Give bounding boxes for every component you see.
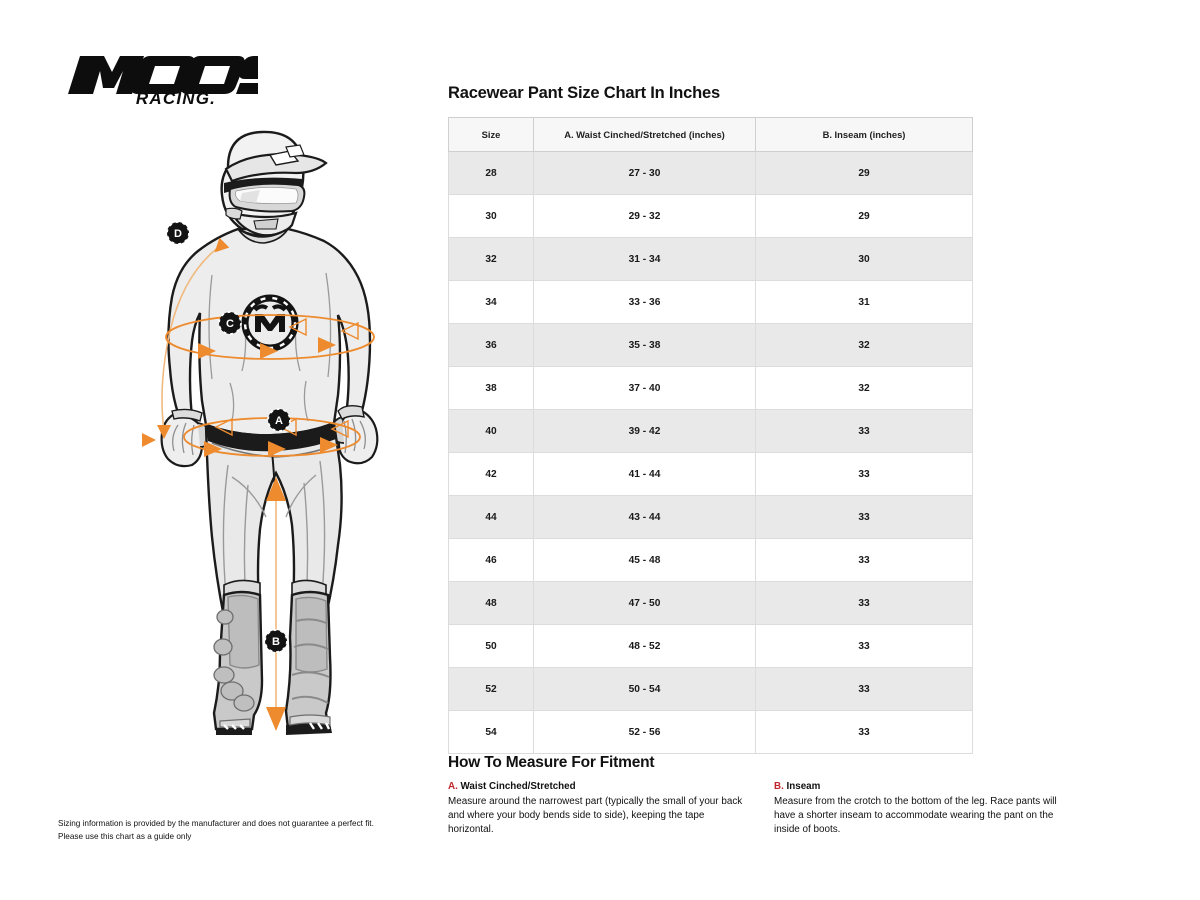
cell-waist: 50 - 54 bbox=[533, 667, 756, 711]
how-to-measure-title: How To Measure For Fitment bbox=[448, 754, 655, 771]
disclaimer-text: Sizing information is provided by the ma… bbox=[58, 818, 438, 843]
cell-size: 38 bbox=[448, 366, 534, 410]
cell-inseam: 33 bbox=[755, 581, 973, 625]
size-chart-table: Size A. Waist Cinched/Stretched (inches)… bbox=[448, 117, 973, 754]
how-to-heading-text-a: Waist Cinched/Stretched bbox=[460, 781, 576, 792]
cell-waist: 43 - 44 bbox=[533, 495, 756, 539]
cell-inseam: 29 bbox=[755, 194, 973, 238]
table-row: 34 33 - 36 31 bbox=[448, 280, 973, 324]
cell-waist: 48 - 52 bbox=[533, 624, 756, 668]
logo-racing-text: RACING. bbox=[136, 89, 216, 106]
cell-size: 54 bbox=[448, 710, 534, 754]
cell-waist: 35 - 38 bbox=[533, 323, 756, 367]
cell-size: 42 bbox=[448, 452, 534, 496]
table-row: 48 47 - 50 33 bbox=[448, 581, 973, 625]
disclaimer-line-2: Please use this chart as a guide only bbox=[58, 831, 192, 841]
measure-line-a bbox=[183, 417, 361, 457]
table-row: 52 50 - 54 33 bbox=[448, 667, 973, 711]
table-row: 50 48 - 52 33 bbox=[448, 624, 973, 668]
cell-waist: 39 - 42 bbox=[533, 409, 756, 453]
cell-inseam: 29 bbox=[755, 151, 973, 195]
cell-inseam: 32 bbox=[755, 323, 973, 367]
cell-inseam: 33 bbox=[755, 667, 973, 711]
table-header-row: Size A. Waist Cinched/Stretched (inches)… bbox=[448, 117, 973, 152]
marker-label-d: D bbox=[174, 228, 182, 240]
cell-inseam: 33 bbox=[755, 538, 973, 582]
table-row: 40 39 - 42 33 bbox=[448, 409, 973, 453]
table-row: 30 29 - 32 29 bbox=[448, 194, 973, 238]
measure-line-b bbox=[266, 477, 286, 731]
table-row: 54 52 - 56 33 bbox=[448, 710, 973, 754]
table-row: 28 27 - 30 29 bbox=[448, 151, 973, 195]
boot-right bbox=[284, 590, 332, 735]
column-header-waist: A. Waist Cinched/Stretched (inches) bbox=[533, 117, 756, 152]
cell-size: 52 bbox=[448, 667, 534, 711]
glove-left bbox=[160, 408, 211, 468]
column-header-size: Size bbox=[448, 117, 534, 152]
cell-inseam: 30 bbox=[755, 237, 973, 281]
moose-racing-logo: RACING. bbox=[58, 38, 350, 108]
table-row: 38 37 - 40 32 bbox=[448, 366, 973, 410]
table-body: 28 27 - 30 29 30 29 - 32 29 32 31 - 34 30 34 33 - … bbox=[448, 151, 973, 754]
marker-label-c: C bbox=[226, 318, 234, 330]
boot-left bbox=[212, 590, 264, 735]
cell-inseam: 33 bbox=[755, 452, 973, 496]
how-to-letter-a: A. bbox=[448, 781, 458, 792]
how-to-measure-section: How To Measure For Fitment A. Waist Cinc… bbox=[448, 754, 1088, 837]
cell-inseam: 32 bbox=[755, 366, 973, 410]
cell-waist: 37 - 40 bbox=[533, 366, 756, 410]
cell-waist: 29 - 32 bbox=[533, 194, 756, 238]
marker-badge-a: A bbox=[267, 408, 291, 432]
column-header-inseam: B. Inseam (inches) bbox=[755, 117, 973, 152]
cell-size: 44 bbox=[448, 495, 534, 539]
measure-line-c bbox=[165, 314, 375, 360]
how-to-heading-b: B. Inseam bbox=[774, 781, 1074, 794]
table-row: 42 41 - 44 33 bbox=[448, 452, 973, 496]
disclaimer-line-1: Sizing information is provided by the ma… bbox=[58, 819, 374, 828]
how-to-body-a: Measure around the narrowest part (typic… bbox=[448, 795, 743, 835]
table-row: 36 35 - 38 32 bbox=[448, 323, 973, 367]
cell-inseam: 33 bbox=[755, 710, 973, 754]
marker-label-b: B bbox=[272, 636, 280, 648]
rider-body-shape bbox=[160, 130, 379, 735]
table-row: 32 31 - 34 30 bbox=[448, 237, 973, 281]
cell-size: 28 bbox=[448, 151, 534, 195]
cell-inseam: 31 bbox=[755, 280, 973, 324]
cell-waist: 33 - 36 bbox=[533, 280, 756, 324]
marker-badge-b: B bbox=[264, 629, 288, 653]
cell-inseam: 33 bbox=[755, 624, 973, 668]
cell-waist: 47 - 50 bbox=[533, 581, 756, 625]
how-to-letter-b: B. bbox=[774, 781, 784, 792]
cell-size: 48 bbox=[448, 581, 534, 625]
table-row: 46 45 - 48 33 bbox=[448, 538, 973, 582]
how-to-heading-a: A. Waist Cinched/Stretched bbox=[448, 781, 748, 794]
marker-label-a: A bbox=[275, 415, 283, 427]
cell-waist: 52 - 56 bbox=[533, 710, 756, 754]
cell-waist: 27 - 30 bbox=[533, 151, 756, 195]
rider-diagram: D C A B bbox=[120, 125, 420, 740]
cell-size: 30 bbox=[448, 194, 534, 238]
cell-waist: 31 - 34 bbox=[533, 237, 756, 281]
cell-size: 40 bbox=[448, 409, 534, 453]
marker-badge-d: D bbox=[166, 221, 190, 245]
how-to-body-b: Measure from the crotch to the bottom of… bbox=[774, 795, 1057, 835]
cell-size: 50 bbox=[448, 624, 534, 668]
size-chart-panel: Racewear Pant Size Chart In Inches Size … bbox=[448, 84, 973, 754]
cell-size: 46 bbox=[448, 538, 534, 582]
cell-size: 32 bbox=[448, 237, 534, 281]
table-row: 44 43 - 44 33 bbox=[448, 495, 973, 539]
cell-waist: 45 - 48 bbox=[533, 538, 756, 582]
how-to-heading-text-b: Inseam bbox=[786, 781, 821, 792]
cell-inseam: 33 bbox=[755, 409, 973, 453]
cell-size: 36 bbox=[448, 323, 534, 367]
how-to-item-b: B. Inseam Measure from the crotch to the… bbox=[774, 781, 1074, 837]
page-title: Racewear Pant Size Chart In Inches bbox=[448, 84, 720, 102]
cell-size: 34 bbox=[448, 280, 534, 324]
cell-waist: 41 - 44 bbox=[533, 452, 756, 496]
helmet-icon bbox=[220, 130, 328, 237]
cell-inseam: 33 bbox=[755, 495, 973, 539]
marker-badge-c: C bbox=[218, 311, 242, 335]
how-to-item-a: A. Waist Cinched/Stretched Measure aroun… bbox=[448, 781, 748, 837]
